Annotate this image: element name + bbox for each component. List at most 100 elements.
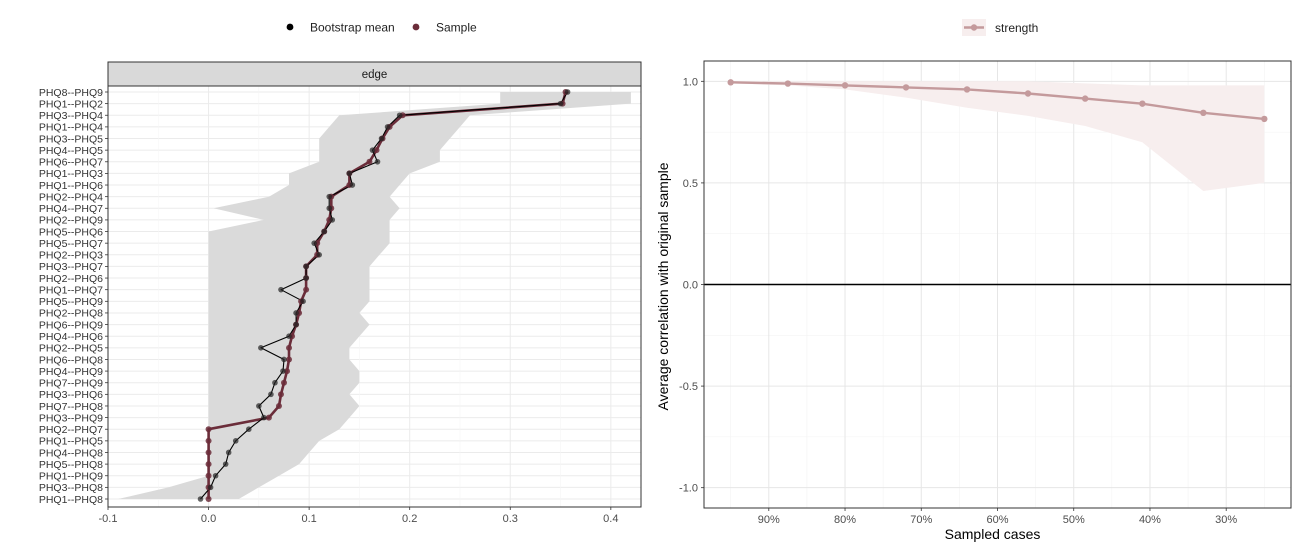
sample-point [205,496,212,502]
x-tick-label: 0.4 [603,513,618,525]
y-tick-label: PHQ2--PHQ6 [39,273,103,285]
bootstrap-mean-point [232,438,239,444]
y-tick-label: PHQ4--PHQ9 [39,366,103,378]
bootstrap-mean-point [256,403,262,409]
bootstrap-mean-point [281,356,287,363]
y-tick-label: PHQ7--PHQ8 [39,401,103,413]
x-tick-label: 40% [1139,514,1161,526]
bootstrap-mean-point [557,100,564,107]
sample-point [205,449,212,456]
bootstrap-mean-point [278,286,284,293]
y-tick-label: 0.5 [683,178,698,190]
x-tick-label: 90% [758,514,780,526]
y-tick-label: PHQ4--PHQ7 [39,203,103,215]
y-tick-label: PHQ5--PHQ8 [39,459,103,471]
confidence-band [730,81,1265,191]
legend-label-strength: strength [995,21,1038,35]
bootstrap-mean-point [222,461,229,467]
sample-point [265,414,272,421]
left-y-axis: PHQ8--PHQ9PHQ1--PHQ2PHQ3--PHQ4PHQ1--PHQ4… [39,87,108,506]
sample-point [373,147,380,154]
y-tick-label: PHQ6--PHQ7 [39,157,103,169]
bootstrap-mean-point [272,379,278,386]
x-tick-label: -0.1 [99,513,118,525]
y-tick-label: PHQ2--PHQ8 [39,308,103,320]
right-panel: 1.0 0.5 0.0 -0.5 -1.0 90% 80% 70% 60% 50% 40% 30% Sa… [655,19,1292,542]
x-tick-label: 0.2 [402,513,417,525]
sample-point [277,391,284,398]
y-tick-label: PHQ1--PHQ4 [39,122,103,134]
x-tick-label: 80% [834,514,856,526]
bootstrap-mean-point [268,391,274,398]
bootstrap-mean-point [258,345,264,351]
y-tick-label: 0.0 [683,280,698,292]
bootstrap-mean-point [311,240,317,246]
strength-point [1200,109,1207,117]
x-tick-label: 30% [1215,514,1237,526]
bootstrap-mean-point [346,170,353,177]
sample-point [205,437,212,444]
bootstrap-mean-point [384,124,391,130]
y-tick-label: PHQ3--PHQ7 [39,261,103,273]
bootstrap-mean-point [316,252,322,258]
bootstrap-mean-point [374,158,381,165]
bootstrap-mean-point [378,135,385,142]
right-x-axis: 90% 80% 70% 60% 50% 40% 30% [758,508,1237,526]
y-tick-label: PHQ3--PHQ9 [39,412,103,424]
bootstrap-mean-point [326,205,333,212]
strength-point [727,79,734,86]
x-tick-label: 0.1 [301,513,316,525]
sample-point [284,368,291,375]
y-tick-label: PHQ4--PHQ6 [39,331,103,343]
strength-point [1024,90,1032,97]
bootstrap-mean-points [197,89,571,502]
bootstrap-mean-point [303,263,309,270]
y-tick-label: -0.5 [679,381,698,393]
strength-point [1139,100,1146,107]
y-tick-label: PHQ3--PHQ5 [39,133,103,145]
right-legend: strength [962,19,1038,36]
x-tick-label: 0.3 [503,513,518,525]
right-y-axis: 1.0 0.5 0.0 -0.5 -1.0 [679,76,704,495]
bootstrap-mean-point [293,310,299,316]
y-tick-label: PHQ3--PHQ8 [39,482,103,494]
left-plot-border [107,85,642,508]
bootstrap-mean-point [329,217,336,223]
bootstrap-mean-point [300,298,306,305]
bootstrap-mean-point [286,333,292,340]
sample-point [366,158,373,165]
bootstrap-mean-point [207,484,214,491]
y-tick-label: PHQ2--PHQ9 [39,215,103,227]
y-tick-label: -1.0 [679,483,698,495]
left-x-axis: -0.1 0.0 0.1 0.2 0.3 0.4 [99,507,618,525]
x-tick-label: 0.0 [201,513,216,525]
y-tick-label: PHQ1--PHQ5 [39,436,103,448]
y-tick-label: PHQ4--PHQ5 [39,145,103,157]
x-tick-label: 60% [986,514,1008,526]
strength-point [963,86,971,93]
bootstrap-mean-point [369,147,376,153]
bootstrap-mean-point [261,414,267,421]
bootstrap-mean-point [225,449,232,456]
bootstrap-mean-point [245,426,252,433]
bootstrap-mean-point [303,275,309,281]
bootstrap-mean-point [212,472,219,479]
y-tick-label: PHQ5--PHQ7 [39,238,103,250]
left-panel: edgePHQ8--PHQ9PHQ1--PHQ2PHQ3--PHQ4PHQ1--… [39,21,642,525]
y-tick-label: PHQ7--PHQ9 [39,378,103,390]
bootstrap-mean-point [349,182,356,188]
sample-point [205,461,212,468]
y-tick-label: 1.0 [683,76,698,88]
strength-point [784,80,792,87]
facet-strip [107,61,642,87]
y-tick-label: PHQ1--PHQ9 [39,471,103,483]
y-tick-label: PHQ5--PHQ9 [39,296,103,308]
bootstrap-mean-point [326,193,333,200]
y-tick-label: PHQ2--PHQ7 [39,424,103,436]
y-tick-label: PHQ1--PHQ2 [39,98,103,110]
bootstrap-mean-point [564,89,571,95]
y-tick-label: PHQ6--PHQ8 [39,354,103,366]
legend-key-sample [412,23,420,31]
legend-key-bootstrap-mean [286,23,294,31]
